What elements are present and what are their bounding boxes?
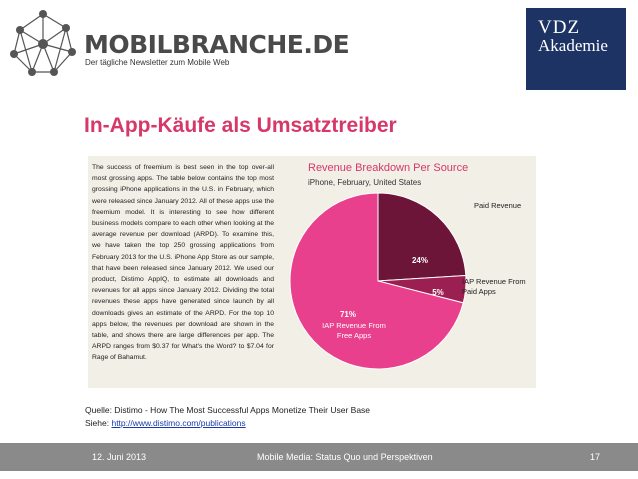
report-excerpt: The success of freemium is best seen in … xyxy=(88,156,536,388)
excerpt-text: The success of freemium is best seen in … xyxy=(92,164,274,362)
chart-subtitle: iPhone, February, United States xyxy=(308,178,422,187)
slide-title: In-App-Käufe als Umsatztreiber xyxy=(84,114,397,137)
pie-slice-value-label: 71% xyxy=(340,310,356,319)
pie-slice-category-label: Paid Revenue xyxy=(474,201,521,210)
pie-slice xyxy=(289,192,464,370)
revenue-pie-chart: 24% Paid Revenue 5% IAP Revenue From Paid Ap… xyxy=(289,192,526,370)
vdz-akademie-logo: VDZ Akademie xyxy=(526,8,626,90)
vdz-logo-line2: Akademie xyxy=(538,36,608,55)
network-logo-icon xyxy=(10,10,76,76)
pie-slice-category-label: IAP Revenue From Free Apps xyxy=(322,321,386,340)
brand-name: MOBILBRANCHE.DE xyxy=(84,30,350,59)
distimo-publications-link[interactable]: http://www.distimo.com/publications xyxy=(111,418,246,428)
pie-slice-value-label: 24% xyxy=(412,256,428,265)
pie-slice-category-label: IAP Revenue From Paid Apps xyxy=(462,277,526,296)
footer-presentation-title: Mobile Media: Status Quo und Perspektive… xyxy=(257,452,433,462)
footer-bar: 12. Juni 2013 Mobile Media: Status Quo u… xyxy=(0,443,638,471)
footer-page-number: 17 xyxy=(590,452,601,462)
source-link-prefix: Siehe: xyxy=(85,418,112,428)
pie-slice xyxy=(377,192,467,282)
vdz-logo-line1: VDZ xyxy=(538,17,581,38)
footer-date: 12. Juni 2013 xyxy=(92,452,147,462)
chart-title: Revenue Breakdown Per Source xyxy=(308,162,469,174)
source-citation: Quelle: Distimo - How The Most Successfu… xyxy=(85,405,371,415)
brand-tagline: Der tägliche Newsletter zum Mobile Web xyxy=(85,58,230,67)
source-link-line: Siehe: http://www.distimo.com/publicatio… xyxy=(85,418,246,428)
pie-slice-value-label: 5% xyxy=(432,288,444,297)
